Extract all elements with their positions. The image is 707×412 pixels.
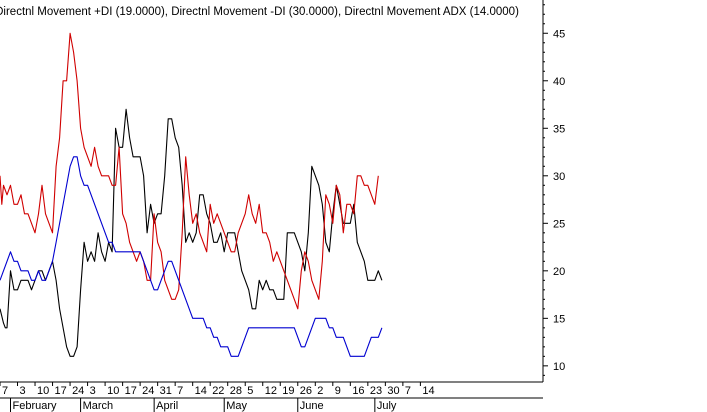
x-tick-label: 7 xyxy=(405,385,411,397)
month-axis: February March April May June July xyxy=(10,398,397,412)
month-label: March xyxy=(83,400,114,412)
month-label: June xyxy=(300,400,324,412)
x-tick-label: 9 xyxy=(335,385,341,397)
x-tick-label: 22 xyxy=(212,385,224,397)
x-tick-label: 5 xyxy=(247,385,253,397)
y-tick-label: 15 xyxy=(553,313,565,325)
x-tick-label: 2 xyxy=(317,385,323,397)
x-tick-label: 24 xyxy=(72,385,84,397)
x-tick-label: 10 xyxy=(37,385,49,397)
x-tick-label: 16 xyxy=(352,385,364,397)
y-tick-label: 35 xyxy=(553,123,565,135)
y-axis: 10 15 20 25 30 35 40 45 xyxy=(543,4,565,376)
chart-title: Directnl Movement +DI (19.0000), Directn… xyxy=(0,6,519,18)
y-tick-label: 30 xyxy=(553,171,565,183)
series-line-0 xyxy=(0,108,383,357)
y-tick-label: 25 xyxy=(553,218,565,230)
series-line-2 xyxy=(0,156,383,357)
x-tick-label: 10 xyxy=(107,385,119,397)
x-tick-label: 3 xyxy=(20,385,26,397)
series-layer xyxy=(0,32,383,357)
month-label: February xyxy=(13,400,58,412)
x-tick-label: 14 xyxy=(195,385,207,397)
x-tick-label: 14 xyxy=(422,385,434,397)
x-tick-label: 7 xyxy=(177,385,183,397)
x-tick-label: 28 xyxy=(230,385,242,397)
x-tick-label: 23 xyxy=(370,385,382,397)
x-tick-label: 17 xyxy=(125,385,137,397)
x-tick-label: 3 xyxy=(90,385,96,397)
x-axis: 7 3 10 17 24 3 10 17 24 31 7 14 22 28 5 12 19 26 2 9 16 23 30 7… xyxy=(0,382,435,397)
month-label: May xyxy=(226,400,247,412)
x-tick-label: 30 xyxy=(387,385,399,397)
x-tick-label: 26 xyxy=(300,385,312,397)
series-line-1 xyxy=(0,32,379,310)
x-tick-label: 19 xyxy=(282,385,294,397)
y-tick-label: 45 xyxy=(553,28,565,40)
x-tick-label: 12 xyxy=(265,385,277,397)
x-tick-label: 17 xyxy=(55,385,67,397)
x-tick-label: 7 xyxy=(2,385,8,397)
x-tick-label: 24 xyxy=(142,385,154,397)
x-tick-label: 31 xyxy=(160,385,172,397)
y-tick-label: 40 xyxy=(553,76,565,88)
y-tick-label: 20 xyxy=(553,266,565,278)
month-label: April xyxy=(156,400,178,412)
y-tick-label: 10 xyxy=(553,361,565,373)
month-label: July xyxy=(377,400,397,412)
